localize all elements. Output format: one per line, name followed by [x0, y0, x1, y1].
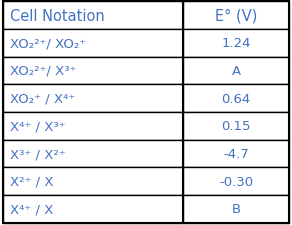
Bar [3, 168, 183, 195]
Text: B: B [232, 202, 241, 216]
Bar [3, 195, 183, 223]
Text: Cell Notation: Cell Notation [10, 9, 105, 23]
Bar [3, 2, 183, 30]
Bar [3, 57, 183, 85]
Text: 0.15: 0.15 [221, 120, 251, 133]
Bar [183, 168, 289, 195]
Text: 1.24: 1.24 [221, 37, 251, 50]
Bar [183, 112, 289, 140]
Text: E° (V): E° (V) [215, 9, 257, 23]
Bar [183, 30, 289, 57]
Text: -4.7: -4.7 [223, 147, 249, 160]
Text: X²⁺ / X: X²⁺ / X [10, 175, 53, 188]
Text: XO₂²⁺/ X³⁺: XO₂²⁺/ X³⁺ [10, 65, 77, 78]
Bar [183, 85, 289, 112]
Bar [3, 140, 183, 168]
Text: X³⁺ / X²⁺: X³⁺ / X²⁺ [10, 147, 66, 160]
Text: X⁴⁺ / X³⁺: X⁴⁺ / X³⁺ [10, 120, 66, 133]
Bar [3, 112, 183, 140]
Text: A: A [232, 65, 241, 78]
Bar [183, 57, 289, 85]
Text: -0.30: -0.30 [219, 175, 253, 188]
Bar [3, 30, 183, 57]
Text: XO₂²⁺/ XO₂⁺: XO₂²⁺/ XO₂⁺ [10, 37, 86, 50]
Text: XO₂⁺ / X⁴⁺: XO₂⁺ / X⁴⁺ [10, 92, 75, 105]
Text: X⁴⁺ / X: X⁴⁺ / X [10, 202, 53, 216]
Text: 0.64: 0.64 [222, 92, 251, 105]
Bar [183, 2, 289, 30]
Bar [183, 140, 289, 168]
Bar [183, 195, 289, 223]
Bar [3, 85, 183, 112]
